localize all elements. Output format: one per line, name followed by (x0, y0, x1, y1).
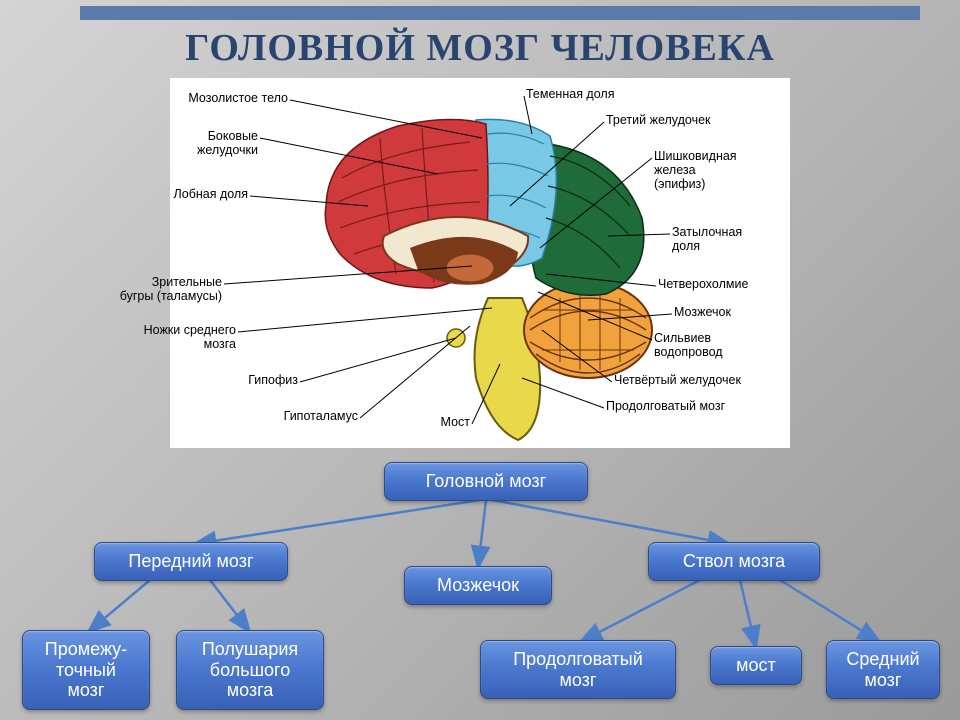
brain-label: Продолговатый мозг (606, 400, 725, 414)
brain-label: Шишковиднаяжелеза(эпифиз) (654, 150, 737, 191)
brain-diagram: Мозолистое тело Боковыежелудочки Лобная до… (170, 78, 790, 448)
node-medulla: Продолговатыймозг (480, 640, 676, 699)
node-cerebellum: Мозжечок (404, 566, 552, 605)
brain-label: Сильвиевводопровод (654, 332, 723, 360)
brain-label: Гипоталамус (284, 410, 358, 424)
node-forebrain: Передний мозг (94, 542, 288, 581)
brain-label: Четверохолмие (658, 278, 748, 292)
node-pons: мост (710, 646, 802, 685)
node-brainstem: Ствол мозга (648, 542, 820, 581)
node-diencephalon: Промежу-точныймозг (22, 630, 150, 710)
brain-label: Мозжечок (674, 306, 731, 320)
brain-label: Гипофиз (248, 374, 298, 388)
brain-svg (170, 78, 790, 448)
thalamus (446, 254, 494, 282)
brain-label: Боковыежелудочки (197, 130, 258, 158)
page-title: ГОЛОВНОЙ МОЗГ ЧЕЛОВЕКА (0, 26, 960, 70)
header-strip (80, 6, 920, 20)
node-midbrain: Средниймозг (826, 640, 940, 699)
brain-label: Зрительныебугры (таламусы) (120, 276, 222, 304)
node-root: Головной мозг (384, 462, 588, 501)
brain-label: Мозолистое тело (188, 92, 288, 106)
brain-label: Мост (441, 416, 470, 430)
brain-label: Лобная доля (174, 188, 248, 202)
node-hemispheres: Полушариябольшогомозга (176, 630, 324, 710)
brain-label: Теменная доля (526, 88, 614, 102)
brain-label: Четвёртый желудочек (614, 374, 741, 388)
hierarchy-tree: Головной мозг Передний мозг Мозжечок Ств… (0, 462, 960, 720)
brain-label: Затылочнаядоля (672, 226, 742, 254)
brain-label: Третий желудочек (606, 114, 711, 128)
brain-label: Ножки среднегомозга (144, 324, 236, 352)
